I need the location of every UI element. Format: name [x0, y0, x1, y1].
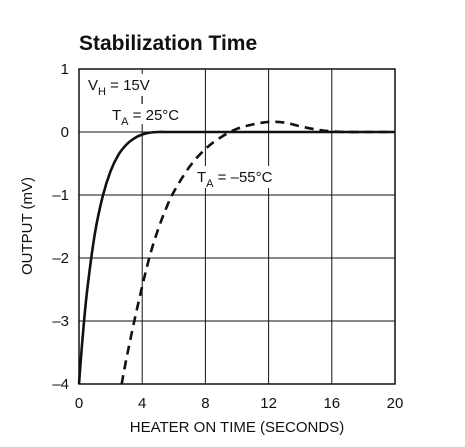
x-tick-label: 8: [201, 395, 209, 412]
vh-label-bg: [82, 74, 158, 96]
ta55-annotation: TA = –55°C: [197, 169, 273, 190]
chart-title: Stabilization Time: [79, 32, 257, 55]
x-tick-label: 0: [75, 395, 83, 412]
annotations: VH = 15V TA = 25°C TA = –55°C: [82, 74, 277, 190]
ta25-annotation: TA = 25°C: [112, 107, 179, 128]
x-tick-label: 12: [260, 395, 277, 412]
ta25-label-bg: [108, 104, 188, 124]
vh-annotation: VH = 15V: [88, 77, 150, 98]
x-tick-label: 4: [138, 395, 146, 412]
y-tick-label: –2: [52, 250, 69, 267]
plot-frame: [78, 68, 396, 385]
y-tick-label: –1: [52, 187, 69, 204]
x-tick-label: 16: [323, 395, 340, 412]
x-tick-labels: 0 4 8 12 16 20: [75, 395, 404, 412]
series-group: [77, 120, 395, 385]
y-tick-label: –4: [52, 376, 69, 393]
series-line-25c: [77, 130, 395, 385]
y-tick-label: 0: [61, 124, 69, 141]
y-tick-label: 1: [61, 61, 69, 78]
y-tick-label: –3: [52, 313, 69, 330]
x-axis-label: HEATER ON TIME (SECONDS): [130, 419, 344, 436]
series-line-minus55c: [120, 120, 395, 385]
ta55-label-bg: [193, 166, 277, 188]
x-tick-label: 20: [387, 395, 404, 412]
y-tick-labels: 1 0 –1 –2 –3 –4: [52, 61, 69, 393]
y-axis-label: OUTPUT (mV): [19, 177, 36, 275]
